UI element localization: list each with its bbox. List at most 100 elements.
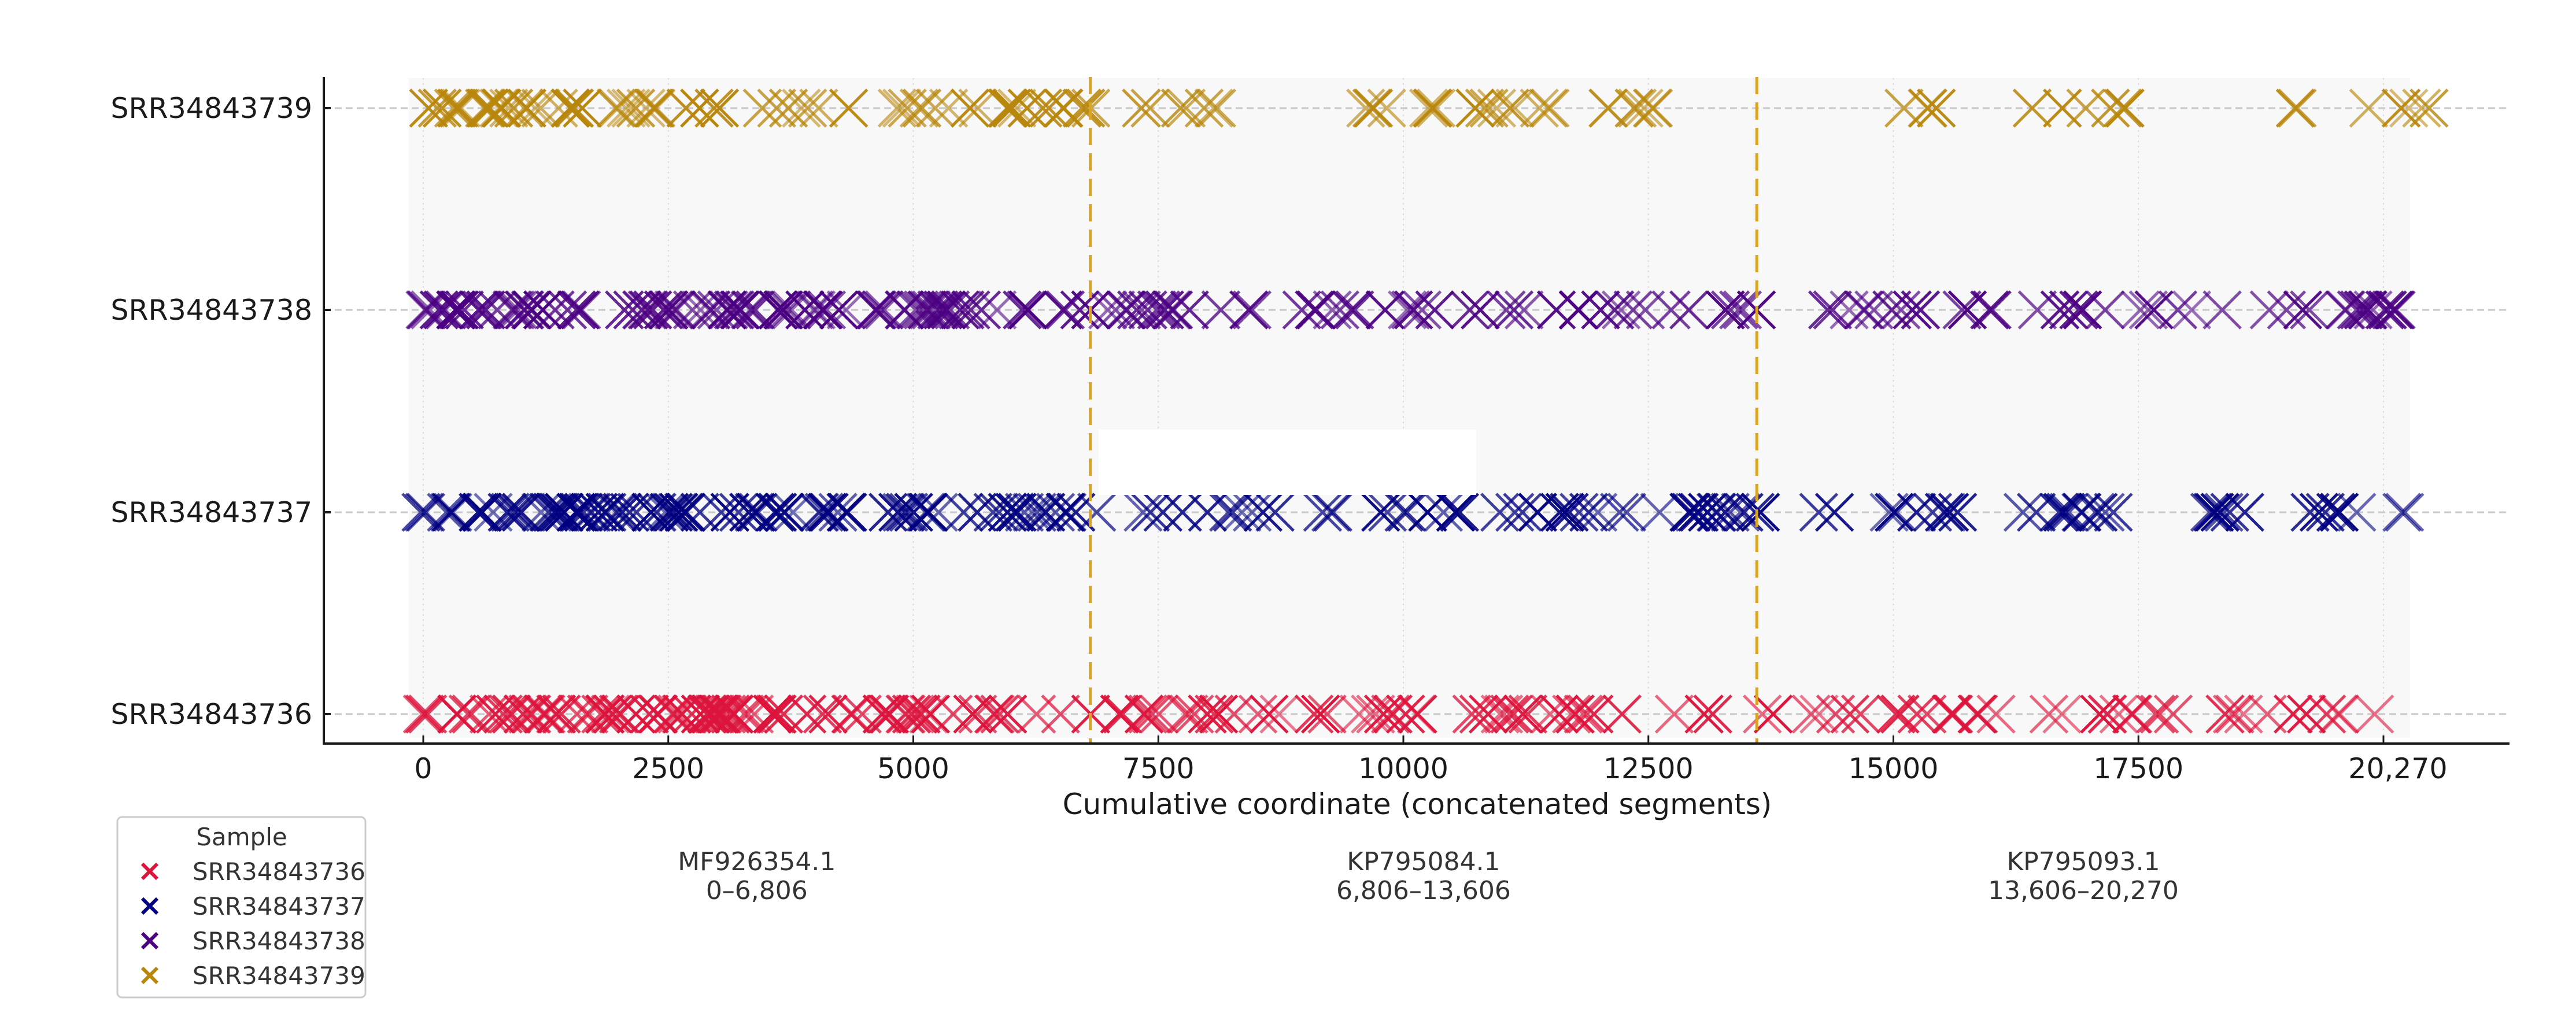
data-point-marker: [1684, 694, 1724, 734]
data-point-marker: [490, 493, 530, 532]
data-point-marker: [438, 694, 477, 734]
data-point-marker: [1409, 88, 1448, 128]
data-point-marker: [1970, 290, 2009, 330]
data-point-marker: [738, 493, 778, 532]
data-point-marker: [785, 290, 825, 330]
data-point-marker: [2307, 694, 2346, 734]
data-point-marker: [1003, 290, 1042, 330]
y-axis-ticks: SRR34843736 SRR34843737 SRR34843738 SRR3484…: [110, 92, 331, 731]
data-point-marker: [1930, 493, 1969, 532]
data-point-marker: [1901, 290, 1941, 330]
data-point-marker: [807, 493, 847, 532]
data-point-marker: [2029, 694, 2069, 734]
data-point-marker: [1669, 493, 1709, 532]
data-point-marker: [616, 694, 656, 734]
legend-marker-x-icon: [141, 931, 159, 950]
data-point-marker: [1060, 290, 1100, 330]
x-tick-label: 2500: [632, 752, 704, 785]
data-point-marker: [945, 290, 985, 330]
legend: Sample SRR34843736 SRR34843737 SRR34843738 S…: [116, 816, 367, 999]
data-point-marker: [2205, 694, 2245, 734]
data-point-marker: [1913, 493, 1953, 532]
data-point-marker: [979, 493, 1019, 532]
data-point-marker: [666, 493, 706, 532]
data-point-marker: [1740, 493, 1780, 532]
data-point-marker: [950, 88, 990, 128]
data-point-marker: [616, 88, 656, 128]
data-point-marker: [585, 493, 624, 532]
axes: [323, 77, 2510, 745]
data-point-marker: [417, 88, 457, 128]
data-point-marker: [1581, 290, 1620, 330]
plot-background: [409, 78, 2410, 738]
data-point-marker: [1569, 493, 1609, 532]
data-point-marker: [1259, 694, 1299, 734]
data-point-marker: [423, 290, 463, 330]
data-point-marker: [707, 694, 746, 734]
data-point-marker: [2042, 694, 2082, 734]
data-point-marker: [901, 694, 941, 734]
data-point-marker: [742, 88, 782, 128]
data-point-marker: [1528, 88, 1568, 128]
data-point-marker: [613, 290, 652, 330]
data-point-marker: [1880, 694, 1920, 734]
segment-range-label: 0–6,806: [706, 876, 808, 905]
data-point-marker: [529, 493, 568, 532]
data-point-marker: [1166, 88, 1206, 128]
data-point-marker: [1307, 694, 1347, 734]
data-point-marker: [2190, 493, 2230, 532]
legend-title: Sample: [196, 823, 287, 851]
data-point-marker: [466, 88, 506, 128]
data-point-marker: [995, 493, 1034, 532]
data-point-marker: [630, 694, 669, 734]
data-point-marker: [719, 493, 759, 532]
data-point-marker: [501, 493, 541, 532]
data-point-marker: [2039, 493, 2079, 532]
legend-marker-x-icon: [141, 897, 159, 915]
data-point-marker: [819, 290, 859, 330]
data-point-marker: [1567, 694, 1607, 734]
data-point-marker: [436, 290, 475, 330]
data-point-marker: [1893, 290, 1932, 330]
x-tick-label: 15000: [1849, 752, 1939, 785]
data-point-marker: [864, 290, 904, 330]
data-point-marker: [405, 694, 445, 734]
data-point-marker: [448, 694, 488, 734]
data-point-marker: [807, 290, 847, 330]
data-point-marker: [1531, 88, 1570, 128]
data-point-marker: [2320, 694, 2360, 734]
data-point-marker: [649, 290, 689, 330]
data-point-marker: [755, 493, 795, 532]
data-point-marker: [680, 493, 720, 532]
y-tick-label: SRR34843736: [110, 698, 312, 731]
data-point-marker: [481, 88, 520, 128]
data-point-marker: [1320, 290, 1359, 330]
data-point-marker: [691, 694, 731, 734]
data-point-marker: [2385, 493, 2425, 532]
data-point-marker: [2382, 493, 2422, 532]
data-point-marker: [769, 290, 808, 330]
data-point-marker: [1723, 290, 1762, 330]
data-point-marker: [1508, 694, 1548, 734]
data-point-marker: [478, 290, 517, 330]
data-point-marker: [1222, 493, 1262, 532]
data-point-marker: [940, 290, 980, 330]
data-point-marker: [868, 694, 908, 734]
data-point-marker: [2389, 88, 2429, 128]
data-point-marker: [1559, 493, 1599, 532]
data-point-marker: [1494, 290, 1534, 330]
data-point-marker: [452, 694, 491, 734]
data-point-marker: [2337, 290, 2377, 330]
data-point-marker: [1045, 290, 1085, 330]
shaded-data-extent: [409, 78, 2410, 738]
data-point-marker: [1123, 493, 1163, 532]
data-point-marker: [1799, 694, 1839, 734]
data-point-marker: [1188, 694, 1227, 734]
data-point-marker: [1469, 88, 1509, 128]
x-tick-label: 5000: [877, 752, 949, 785]
data-point-marker: [1830, 694, 1870, 734]
data-point-marker: [1130, 493, 1170, 532]
data-point-marker: [1017, 493, 1056, 532]
data-point-marker: [694, 694, 734, 734]
data-point-marker: [1555, 694, 1595, 734]
